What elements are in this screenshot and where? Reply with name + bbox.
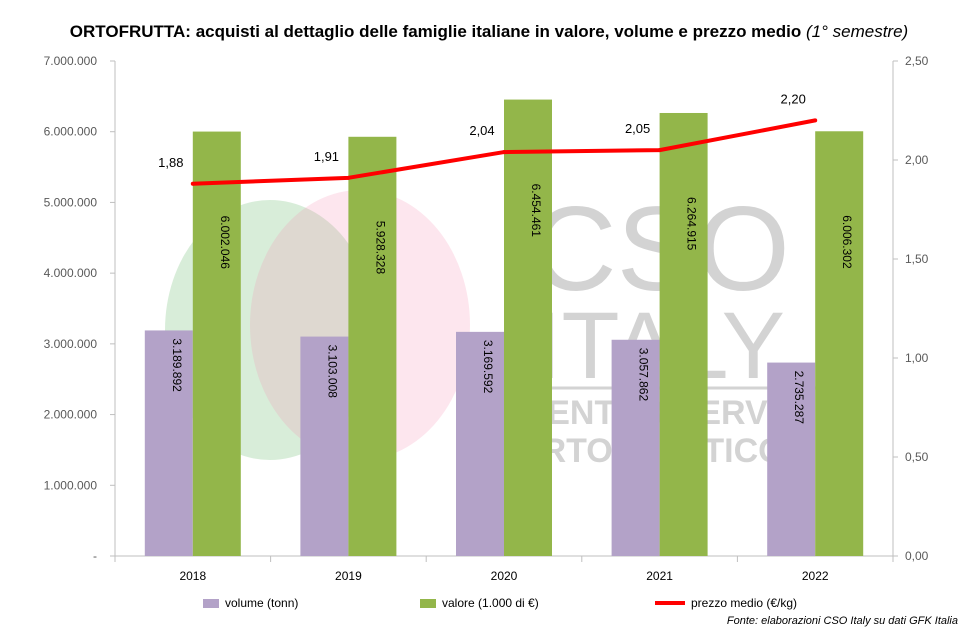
- x-tick-label: 2021: [646, 569, 673, 583]
- bar-label-valore: 6.454.461: [529, 184, 543, 238]
- y-tick-label: 7.000.000: [44, 54, 98, 68]
- bar-label-volume: 3.189.892: [170, 338, 184, 392]
- source-note: Fonte: elaborazioni CSO Italy su dati GF…: [726, 615, 958, 627]
- y-tick-label: 3.000.000: [44, 337, 98, 351]
- y-tick-label: 2.000.000: [44, 408, 98, 422]
- price-label: 2,20: [781, 91, 806, 106]
- y-tick-label: -: [93, 549, 97, 563]
- price-point: [502, 150, 506, 155]
- y2-tick-label: 0,00: [905, 549, 929, 563]
- legend-label-valore: valore (1.000 di €): [442, 596, 539, 610]
- bar-volume: [456, 331, 504, 556]
- bar-volume: [767, 362, 816, 556]
- legend-swatch-valore: [420, 598, 436, 608]
- price-label: 2,04: [469, 123, 494, 138]
- x-tick-label: 2022: [802, 569, 829, 583]
- y-tick-label: 4.000.000: [44, 266, 98, 280]
- y2-tick-label: 0,50: [905, 450, 929, 464]
- legend-item-prezzo: prezzo medio (€/kg): [655, 596, 797, 610]
- bar-valore: [504, 99, 552, 557]
- bar-valore: [348, 136, 397, 556]
- x-tick-label: 2018: [179, 569, 206, 583]
- y-tick-label: 6.000.000: [44, 125, 98, 139]
- legend-item-valore: valore (1.000 di €): [420, 596, 539, 610]
- bar-valore: [192, 131, 241, 556]
- axes: - 1.000.000 2.000.000 3.000.000 4.000.000 5.0…: [44, 54, 929, 583]
- bar-label-valore: 6.002.046: [218, 216, 232, 270]
- bar-label-volume: 3.169.592: [481, 340, 495, 394]
- legend-item-volume: volume (tonn): [203, 596, 298, 610]
- bars: [144, 99, 864, 557]
- y2-tick-label: 2,00: [905, 153, 929, 167]
- chart-title: ORTOFRUTTA: acquisti al dettaglio delle …: [0, 22, 978, 42]
- price-label: 2,05: [625, 121, 650, 136]
- bar-label-volume: 2.735.287: [792, 371, 806, 425]
- x-tick-label: 2019: [335, 569, 362, 583]
- legend-swatch-prezzo: [655, 601, 685, 605]
- x-tick-label: 2020: [491, 569, 518, 583]
- bar-volume: [611, 339, 660, 556]
- y-tick-label: 1.000.000: [44, 478, 98, 492]
- bar-label-volume: 3.057.862: [637, 348, 651, 402]
- bar-label-valore: 5.928.328: [373, 221, 387, 275]
- price-point: [346, 175, 351, 180]
- price-point: [813, 118, 818, 123]
- chart-title-main: ORTOFRUTTA: acquisti al dettaglio delle …: [69, 22, 802, 41]
- legend-swatch-volume: [203, 598, 219, 608]
- y-tick-label: 5.000.000: [44, 195, 98, 209]
- y2-tick-label: 1,50: [905, 252, 929, 266]
- bar-label-valore: 6.006.302: [840, 215, 854, 269]
- bar-valore: [815, 131, 864, 556]
- price-point: [190, 181, 195, 186]
- price-line: [190, 118, 818, 186]
- bar-volume: [300, 336, 349, 556]
- chart-title-subtitle: (1° semestre): [805, 22, 909, 41]
- price-point: [657, 148, 662, 153]
- bar-valore: [659, 112, 708, 556]
- price-label: 1,91: [314, 149, 339, 164]
- legend-label-volume: volume (tonn): [225, 596, 299, 610]
- data-labels: 3.189.892 6.002.046 3.103.008 5.928.328 3.16…: [158, 91, 854, 424]
- price-label: 1,88: [158, 155, 183, 170]
- legend-label-prezzo: prezzo medio (€/kg): [691, 596, 798, 610]
- bar-label-valore: 6.264.915: [685, 197, 699, 251]
- bar-volume: [144, 330, 193, 556]
- y2-tick-label: 1,00: [905, 351, 929, 365]
- y2-tick-label: 2,50: [905, 54, 929, 68]
- bar-label-volume: 3.103.008: [325, 345, 339, 399]
